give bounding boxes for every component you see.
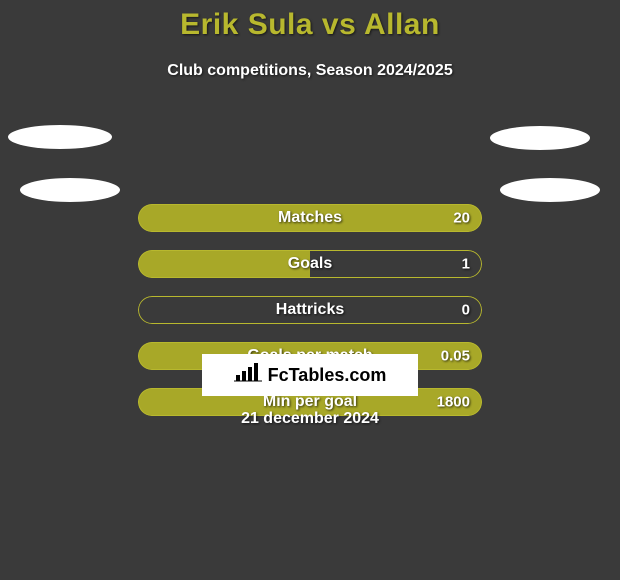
decorative-ellipse — [490, 126, 590, 150]
brand-text: FcTables.com — [268, 365, 387, 386]
stat-row: Hattricks 0 — [138, 296, 482, 324]
stat-row: Matches 20 — [138, 204, 482, 232]
stat-value-right: 1 — [462, 256, 470, 273]
stat-value-right: 1800 — [437, 394, 470, 411]
stat-value-right: 0.05 — [441, 348, 470, 365]
subtitle: Club competitions, Season 2024/2025 — [0, 62, 620, 80]
bar-chart-icon — [234, 363, 262, 388]
decorative-ellipse — [20, 178, 120, 202]
stat-value-right: 0 — [462, 302, 470, 319]
date-text: 21 december 2024 — [241, 410, 379, 428]
brand-box: FcTables.com — [202, 354, 418, 396]
stat-label: Hattricks — [276, 301, 344, 319]
stat-label: Matches — [278, 209, 342, 227]
decorative-ellipse — [8, 125, 112, 149]
stat-value-right: 20 — [453, 210, 470, 227]
stat-fill-right — [138, 250, 310, 278]
comparison-rows: Matches20Goals1Hattricks0Goals per match… — [138, 204, 482, 434]
page-title: Erik Sula vs Allan — [0, 0, 620, 42]
stat-label: Goals — [288, 255, 332, 273]
decorative-ellipse — [500, 178, 600, 202]
stat-row: Goals 1 — [138, 250, 482, 278]
